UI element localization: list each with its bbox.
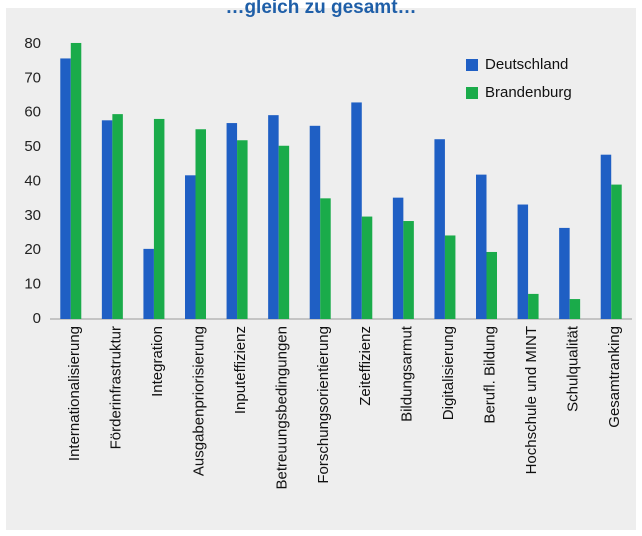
bar-brandenburg-8 <box>403 221 414 319</box>
bar-deutschland-13 <box>600 154 612 319</box>
y-tick-label: 50 <box>24 138 41 155</box>
bar-deutschland-12 <box>559 227 570 319</box>
legend-label-deutschland: Deutschland <box>485 56 568 73</box>
category-label: Ausgabenpriorisierung <box>190 326 207 476</box>
bar-deutschland-5 <box>268 115 279 319</box>
bars <box>60 42 622 319</box>
category-label: Schulqualität <box>565 325 582 412</box>
category-label: Bildungsarmut <box>398 325 415 422</box>
category-label: Zeiteffizienz <box>357 326 374 406</box>
category-label: Betreuungsbedingungen <box>274 326 291 489</box>
legend-swatch-brandenburg <box>466 87 478 99</box>
bar-deutschland-11 <box>517 204 529 319</box>
bar-brandenburg-4 <box>237 140 248 319</box>
bar-brandenburg-13 <box>611 184 622 319</box>
bar-deutschland-10 <box>476 174 487 319</box>
y-tick-label: 40 <box>24 172 41 189</box>
bar-brandenburg-11 <box>528 293 539 319</box>
y-tick-label: 70 <box>24 69 41 86</box>
bar-deutschland-8 <box>392 197 404 319</box>
category-label: Gesamtranking <box>606 326 623 428</box>
legend-label-brandenburg: Brandenburg <box>485 84 572 101</box>
bar-brandenburg-12 <box>569 299 581 319</box>
bar-deutschland-2 <box>143 248 154 319</box>
legend: Deutschland Brandenburg <box>466 56 572 101</box>
bar-deutschland-9 <box>434 139 445 319</box>
bar-deutschland-6 <box>309 125 321 319</box>
chart-title: …gleich zu gesamt… <box>225 0 416 18</box>
bar-brandenburg-6 <box>320 198 331 319</box>
legend-swatch-deutschland <box>466 59 478 71</box>
y-tick-label: 60 <box>24 104 41 121</box>
bar-brandenburg-10 <box>486 251 497 319</box>
bar-brandenburg-0 <box>70 42 82 319</box>
bar-deutschland-7 <box>351 102 362 319</box>
category-label: Inputeffizienz <box>232 326 249 414</box>
bar-deutschland-4 <box>226 123 238 319</box>
category-label: Berufl. Bildung <box>481 326 498 424</box>
category-label: Hochschule und MINT <box>523 326 540 474</box>
bar-deutschland-1 <box>101 120 113 319</box>
y-tick-label: 20 <box>24 241 41 258</box>
bar-brandenburg-7 <box>361 216 373 319</box>
bar-deutschland-3 <box>185 175 196 319</box>
bar-brandenburg-1 <box>112 114 123 319</box>
bar-brandenburg-9 <box>444 235 456 319</box>
category-label: Internationalisierung <box>66 326 83 461</box>
category-label: Forschungsorientierung <box>315 326 332 484</box>
bar-brandenburg-3 <box>195 129 206 319</box>
bar-brandenburg-2 <box>153 118 165 319</box>
bar-deutschland-0 <box>60 58 71 319</box>
category-labels: Internationalisierung Förderinfrastruktur… <box>66 325 623 489</box>
category-label: Integration <box>149 326 166 397</box>
y-tick-label: 10 <box>24 276 41 293</box>
y-tick-label: 0 <box>33 310 41 327</box>
y-tick-label: 80 <box>24 35 41 52</box>
bar-brandenburg-5 <box>278 145 290 319</box>
category-label: Förderinfrastruktur <box>107 326 124 449</box>
y-tick-label: 30 <box>24 207 41 224</box>
category-label: Digitalisierung <box>440 326 457 420</box>
